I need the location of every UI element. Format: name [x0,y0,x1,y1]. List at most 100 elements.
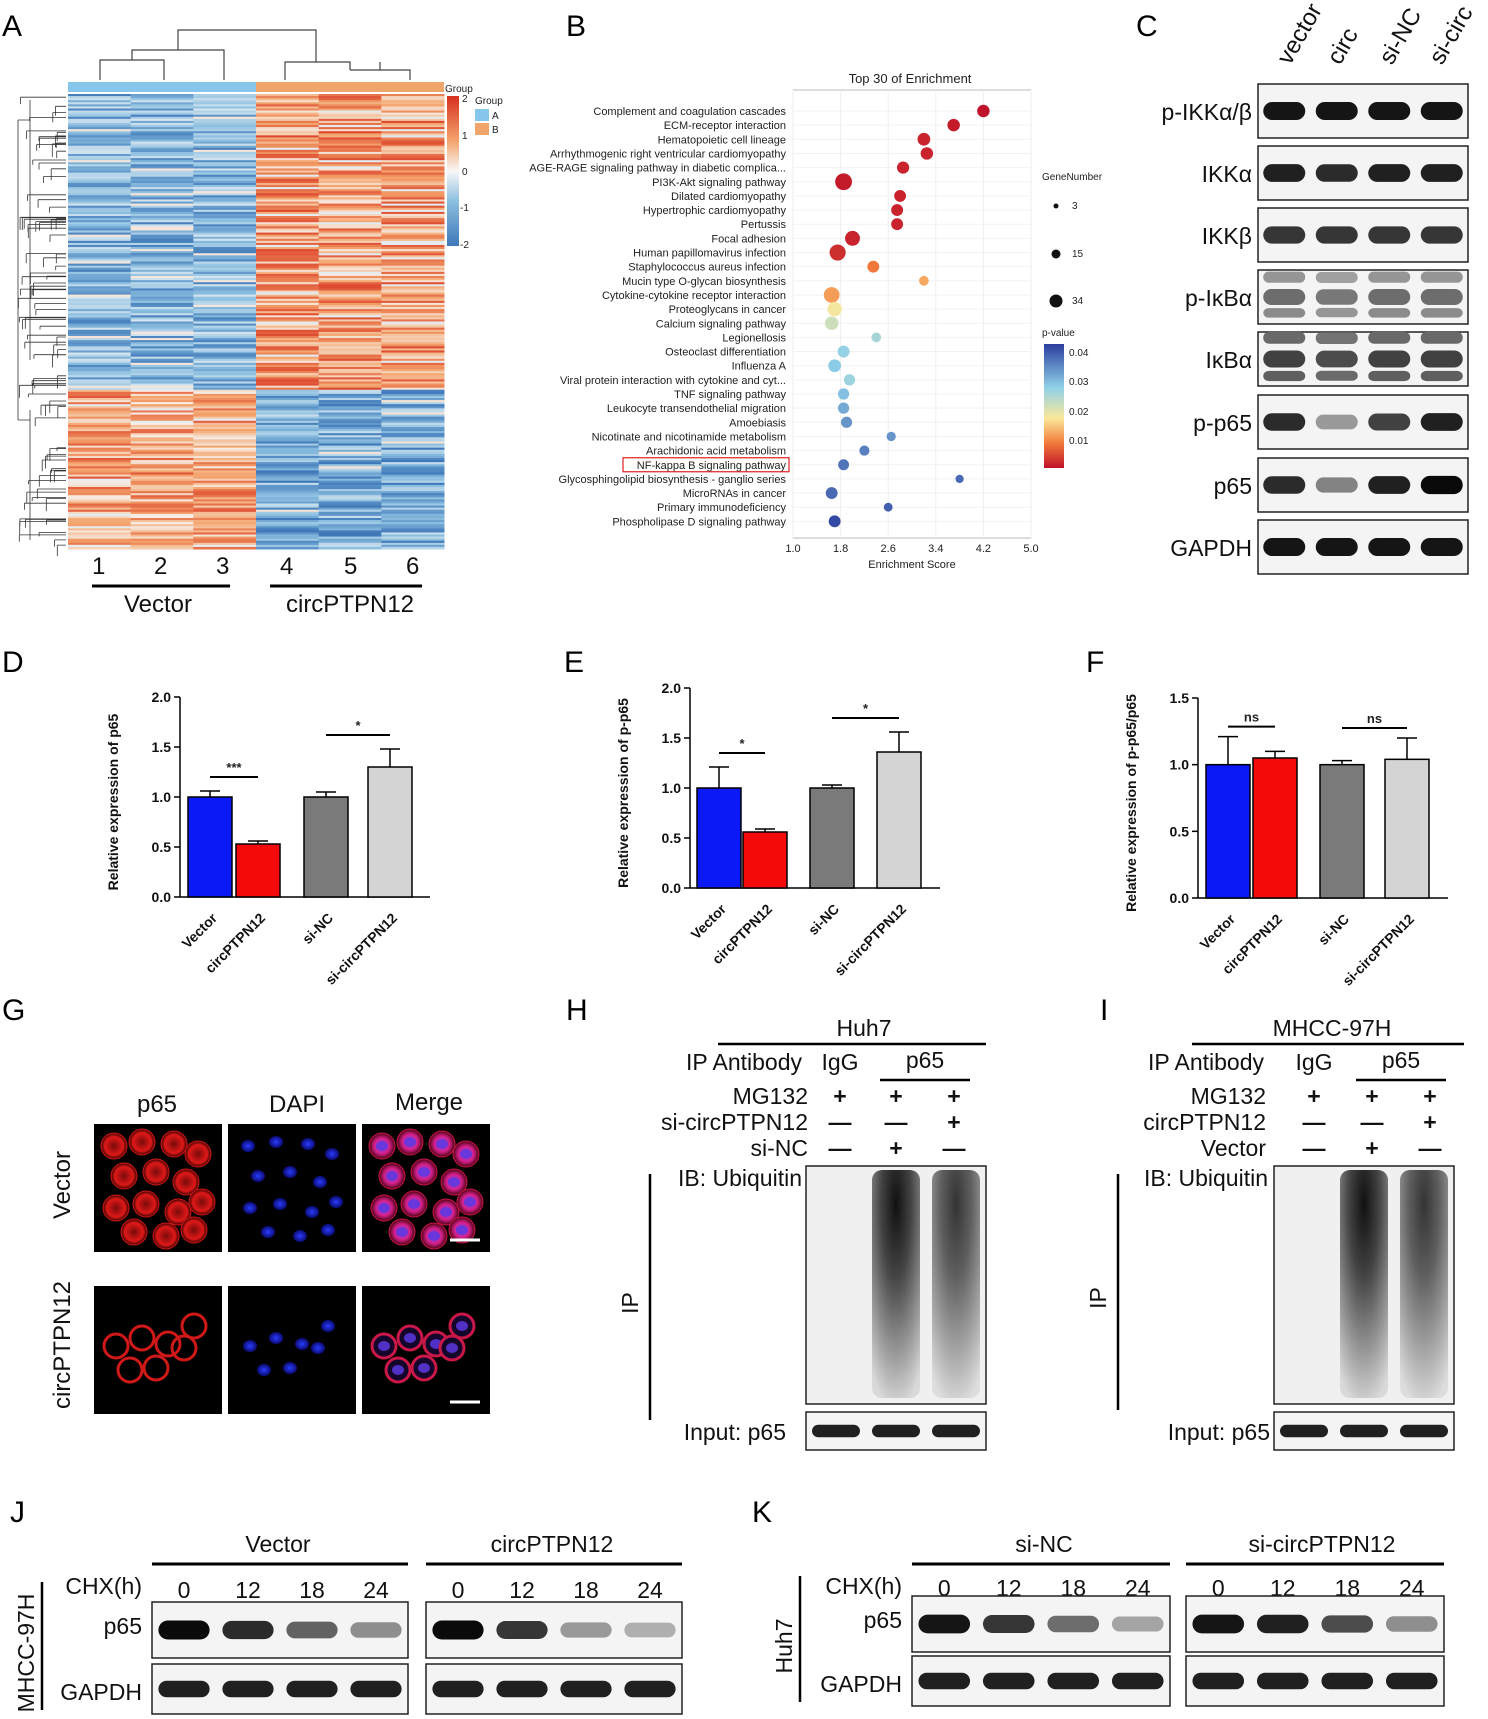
heat-cell [318,412,382,416]
heat-cell [318,385,382,389]
pathway-labels: Complement and coagulation cascadesECM-r… [529,106,790,528]
blot-band [560,1622,612,1638]
heat-cell [318,153,382,157]
heat-cell [381,193,445,196]
heat-cell [193,517,257,521]
heat-cell [130,94,194,97]
heat-cell [193,526,257,529]
if-cell [116,1356,144,1384]
heat-cell [193,422,257,426]
heat-cell [130,323,194,327]
pathway-label: Staphylococcus aureus infection [628,262,786,274]
heat-cell [68,474,132,478]
heat-cell [256,393,320,397]
heat-cell [318,137,382,140]
heat-cell [193,398,257,401]
heat-cell [130,205,194,209]
heat-cell [130,329,194,333]
p65-label: p65 [906,1047,944,1073]
heat-cell [68,162,132,165]
heat-cell [130,282,194,285]
time-label: 0 [938,1575,951,1601]
heat-cell [256,265,320,269]
heat-cell [381,118,445,122]
heat-cell [68,331,132,335]
heat-cell [256,319,320,322]
heat-cell [256,244,320,248]
heat-cell [256,416,320,420]
heat-cell [256,367,320,370]
heat-cell [130,240,194,244]
pvalue-legend-title: p-value [1042,328,1075,339]
heat-cell [193,125,257,128]
heat-cell [130,238,194,242]
heat-cell [318,507,382,511]
heat-cell [318,513,382,517]
heat-cell [68,129,132,132]
heat-cell [130,375,194,378]
heat-cell [381,375,445,378]
heat-cell [318,271,382,275]
heat-cell [130,360,194,364]
heat-cell [318,209,382,213]
heat-cell [130,176,194,180]
heat-cell [193,437,257,440]
heat-cell [193,129,257,132]
heat-cell [318,406,382,409]
ip-label: IP [617,1292,643,1314]
heat-cell [193,414,257,418]
heat-cell [130,106,194,109]
heat-cell [68,240,132,244]
heat-cell [130,141,194,145]
pathway-label: Leukocyte transendothelial migration [607,403,786,415]
blot-band-upper [1368,271,1411,283]
heat-cell [381,170,445,174]
heat-cell [256,458,320,461]
heat-cell [193,410,257,413]
heat-cell [68,98,132,101]
heat-cell [68,352,132,356]
heat-cell [256,151,320,155]
heat-cell [381,292,445,296]
heat-cell [381,290,445,294]
if-col-p65: p65 [137,1091,177,1118]
heat-cell [318,96,382,99]
heat-cell [193,393,257,397]
heat-cell [256,286,320,289]
blot-band [1280,1424,1328,1438]
heat-cell [318,276,382,279]
heat-cell [193,191,257,194]
heat-cell [381,174,445,178]
heat-cell [68,393,132,397]
ip-antibody-label: IP Antibody [1148,1049,1264,1075]
heat-cell [68,290,132,294]
heat-cell [68,418,132,422]
heat-cell [130,389,194,393]
condition-value: — [1419,1135,1442,1161]
heat-cell [318,182,382,186]
heat-cell [256,534,320,538]
heat-cell [130,226,194,229]
heat-cell [381,325,445,329]
heat-cell [68,309,132,312]
heat-cell [318,203,382,207]
heat-cell [193,538,257,542]
heat-cell [318,249,382,252]
panel-label-b: B [566,10,586,43]
heat-cell [130,139,194,143]
heat-cell [318,458,382,461]
heat-cell [130,371,194,374]
heat-cell [68,137,132,140]
heat-cell [193,418,257,422]
heat-cell [256,116,320,120]
heat-cell [381,532,445,536]
heat-cell [68,466,132,469]
heat-cell [193,259,257,263]
heat-cell [318,302,382,306]
enrichment-plot-area [792,89,1032,539]
heat-cell [193,147,257,151]
heat-cell [68,168,132,172]
heat-cell [381,333,445,337]
heat-cell [381,453,445,457]
heat-cell [193,205,257,209]
